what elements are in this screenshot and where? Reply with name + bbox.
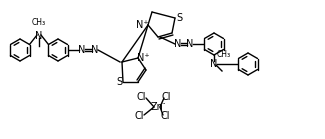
Text: N: N (78, 45, 86, 55)
Text: N: N (186, 39, 194, 49)
Text: N⁺: N⁺ (136, 20, 148, 30)
Text: CH₃: CH₃ (217, 49, 231, 59)
Text: Cl: Cl (134, 111, 144, 121)
Text: Cl: Cl (161, 92, 171, 102)
Text: N: N (174, 39, 182, 49)
Text: ··: ·· (161, 101, 165, 107)
Text: N: N (210, 59, 218, 69)
Text: Cl: Cl (160, 111, 170, 121)
Text: S: S (176, 13, 182, 23)
Text: Cl: Cl (136, 92, 146, 102)
Text: N⁺: N⁺ (137, 53, 149, 63)
Text: Zn: Zn (150, 102, 163, 112)
Text: S: S (116, 77, 122, 87)
Text: N: N (35, 31, 43, 41)
Text: N: N (91, 45, 99, 55)
Text: CH₃: CH₃ (32, 18, 46, 27)
